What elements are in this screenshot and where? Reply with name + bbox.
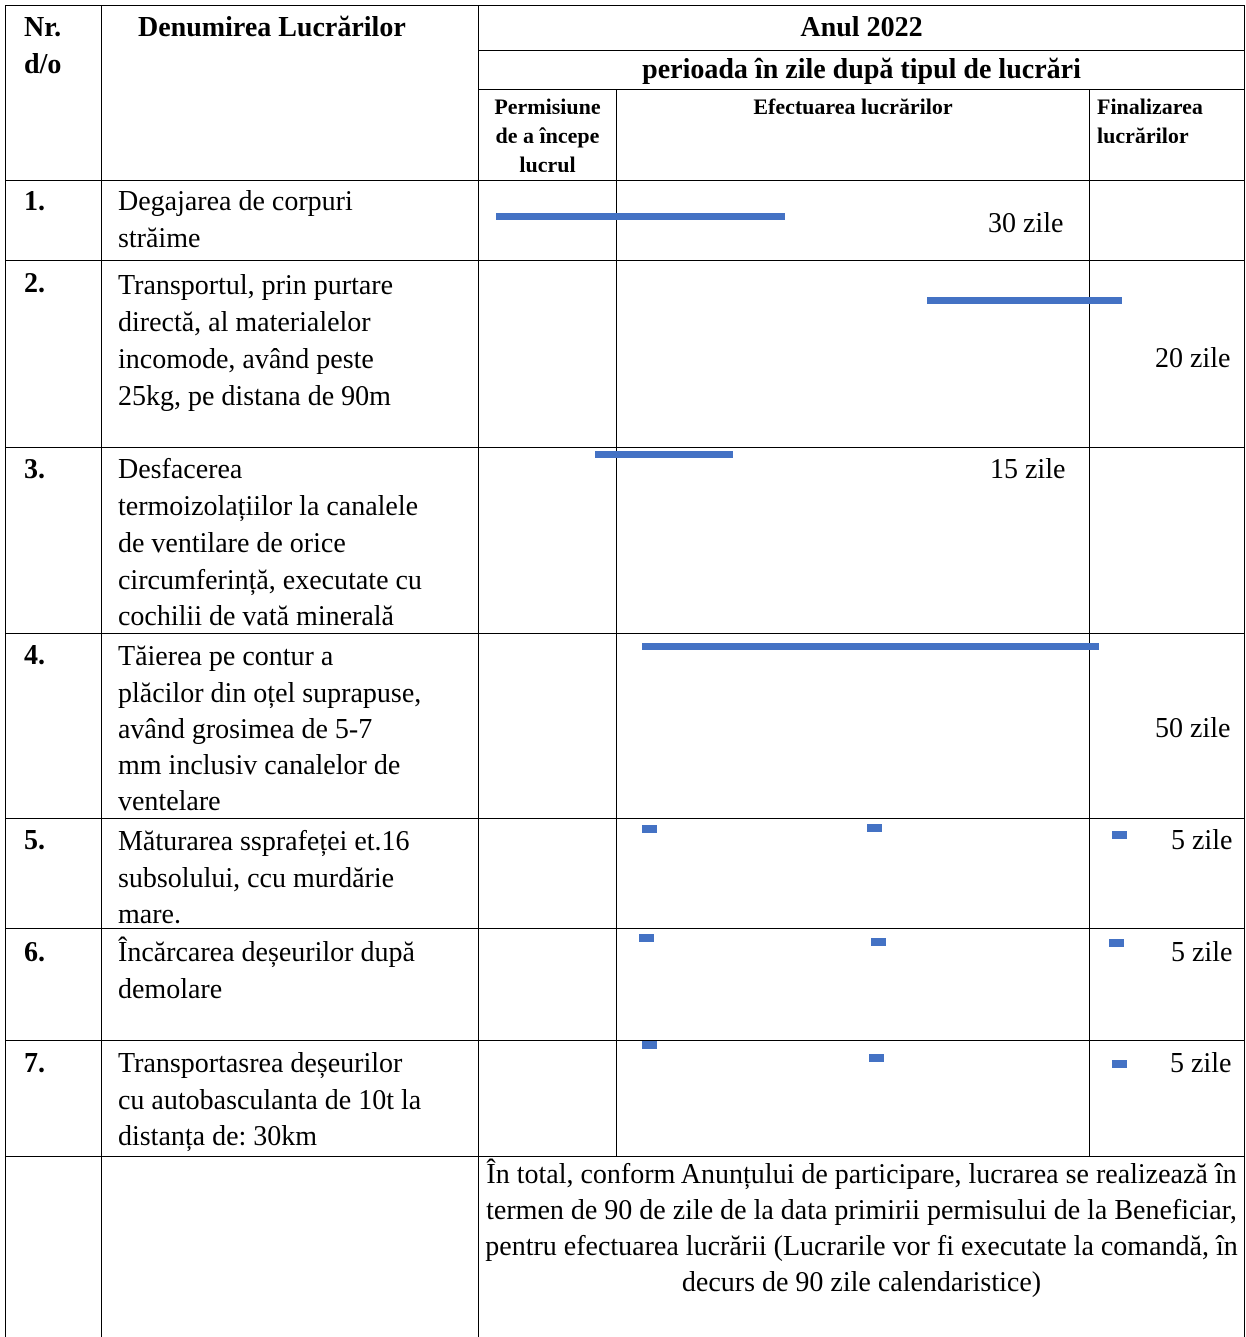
rule-after-exec [1089,89,1090,1156]
row5-line3: mare. [118,899,181,930]
row1-number: 1. [24,186,45,217]
row5-gantt-tick-2 [867,824,882,832]
row4-line4: mm inclusiv canalelor de [118,750,401,781]
row3-line4: circumferință, executate cu [118,565,422,596]
row5-line2: subsolului, ccu murdărie [118,863,395,894]
header-execution: Efectuarea lucrărilor [753,94,953,119]
row5-line1: Măturarea ssprafeței et.16 [118,826,410,857]
row1-gantt-bar [496,213,785,220]
rule-row1-bottom [5,260,1245,261]
row3-line2: termoizolațiilor la canalele [118,491,419,522]
rule-row4-bottom [5,818,1245,819]
row3-line3: de ventilare de orice [118,528,346,559]
row6-duration: 5 zile [1171,937,1233,968]
row7-line2: cu autobasculanta de 10t la [118,1085,422,1116]
rule-top [5,5,1245,6]
row7-line1: Transportasrea deșeurilor [118,1048,403,1079]
row7-gantt-tick-2 [869,1054,884,1062]
row4-gantt-bar [642,643,1099,650]
row2-line3: incomode, având peste [118,344,374,375]
row1-duration: 30 zile [988,208,1064,239]
header-final-line1: Finalizarea [1097,94,1203,119]
header-permit-line2: de a începe [495,123,600,148]
row1-line1: Degajarea de corpuri [118,186,353,217]
rule-row7-bottom [5,1156,1245,1157]
row6-number: 6. [24,937,45,968]
row2-number: 2. [24,268,45,299]
row4-duration: 50 zile [1155,713,1231,744]
header-nr: Nr. [24,12,62,43]
row4-number: 4. [24,640,45,671]
header-final-line2: lucrărilor [1097,123,1189,148]
header-period: perioada în zile după tipul de lucrări [642,54,1081,85]
row4-line3: având grosimea de 5-7 [118,714,373,745]
row6-gantt-tick-3 [1109,939,1124,947]
row3-line1: Desfacerea [118,454,243,485]
rule-row2-bottom [5,447,1245,448]
row4-line2: plăcilor din oțel suprapuse, [118,678,422,709]
row5-gantt-tick-1 [642,825,657,833]
row6-gantt-tick-2 [871,938,886,946]
header-permit-line3: lucrul [519,152,576,177]
row3-number: 3. [24,454,45,485]
row1-line2: străime [118,223,201,254]
row2-line1: Transportul, prin purtare [118,270,394,301]
row5-duration: 5 zile [1171,825,1233,856]
row3-duration: 15 zile [990,454,1066,485]
rule-after-name [478,5,479,1337]
rule-right [1244,5,1245,1337]
row4-line1: Tăierea pe contur a [118,641,334,672]
row7-gantt-tick-3 [1112,1060,1127,1068]
rule-after-year [478,50,1245,51]
rule-row3-bottom [5,633,1245,634]
header-work-name: Denumirea Lucrărilor [138,12,406,43]
row6-gantt-tick-1 [639,934,654,942]
row2-line4: 25kg, pe distana de 90m [118,381,391,412]
rule-header-bottom [5,180,1245,181]
row7-duration: 5 zile [1170,1048,1232,1079]
rule-left [5,5,6,1337]
rule-row5-bottom [5,928,1245,929]
row2-duration: 20 zile [1155,343,1231,374]
header-do: d/o [24,49,62,80]
row5-gantt-tick-3 [1112,831,1127,839]
rule-after-nr [101,5,102,1337]
rule-after-permit [616,89,617,1156]
header-permit-line1: Permisiune [494,94,601,119]
row5-number: 5. [24,825,45,856]
row7-gantt-tick-1 [642,1041,657,1049]
row6-line2: demolare [118,974,223,1005]
row4-line5: ventelare [118,786,221,817]
total-note: În total, conform Anunțului de participa… [485,1159,1238,1298]
header-year: Anul 2022 [800,12,923,43]
row3-gantt-bar [595,451,733,458]
row3-line5: cochilii de vată minerală [118,601,394,632]
row6-line1: Încărcarea deșeurilor după [118,937,415,968]
row7-number: 7. [24,1048,45,1079]
rule-row6-bottom [5,1040,1245,1041]
rule-after-period [478,89,1245,90]
row2-gantt-bar [927,297,1122,304]
row7-line3: distanța de: 30km [118,1121,318,1152]
row2-line2: directă, al materialelor [118,307,371,338]
